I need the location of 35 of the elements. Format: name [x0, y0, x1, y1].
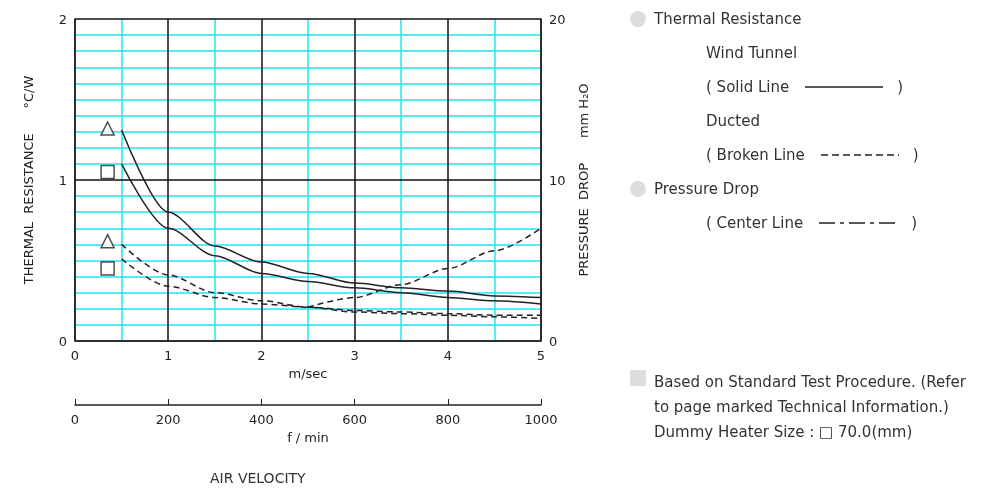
- x2-tick-label: 1000: [524, 412, 558, 427]
- y2-tick-label: 0: [549, 333, 558, 349]
- x-axis-title: m/sec: [288, 365, 328, 381]
- x2-axis-title: f / min: [287, 429, 329, 445]
- x2-tick-label: 800: [435, 412, 461, 427]
- x2-tick-label: 0: [70, 412, 80, 427]
- text: ): [911, 214, 917, 232]
- x2-tick-label: 200: [155, 412, 181, 427]
- text: Dummy Heater Size : □ 70.0(mm): [654, 423, 913, 441]
- text: AIR VELOCITY: [210, 470, 306, 486]
- x2-tick-label: 600: [342, 412, 368, 427]
- y2-tick-label: 20: [549, 11, 566, 27]
- y2-axis-title: PRESSURE DROP mm H₂O: [576, 83, 591, 277]
- x-tick-label: 2: [257, 348, 266, 363]
- text: Wind Tunnel: [706, 44, 798, 62]
- y2-tick-label: 10: [549, 172, 566, 188]
- text: ): [897, 78, 904, 96]
- text: ( Center Line: [706, 214, 804, 232]
- x-tick-label: 1: [164, 348, 173, 363]
- y-tick-label: 0: [58, 333, 67, 349]
- x-tick-label: 3: [350, 348, 359, 363]
- text: ): [912, 146, 919, 164]
- x-tick-label: 0: [70, 348, 80, 363]
- y-axis-title: THERMAL RESISTANCE °C/W: [21, 75, 36, 286]
- text: ( Broken Line: [706, 146, 805, 164]
- text: Ducted: [706, 112, 760, 130]
- y-tick-label: 2: [58, 11, 67, 27]
- text: Based on Standard Test Procedure. (Refer to page marked Technical Information.): [654, 373, 966, 416]
- text: Pressure Drop: [654, 180, 759, 198]
- text: Thermal Resistance: [654, 10, 802, 28]
- x-tick-label: 4: [443, 348, 452, 363]
- y-tick-label: 1: [58, 172, 67, 188]
- text: ( Solid Line: [706, 78, 790, 96]
- x-tick-label: 5: [536, 348, 546, 363]
- x2-tick-label: 400: [248, 412, 274, 427]
